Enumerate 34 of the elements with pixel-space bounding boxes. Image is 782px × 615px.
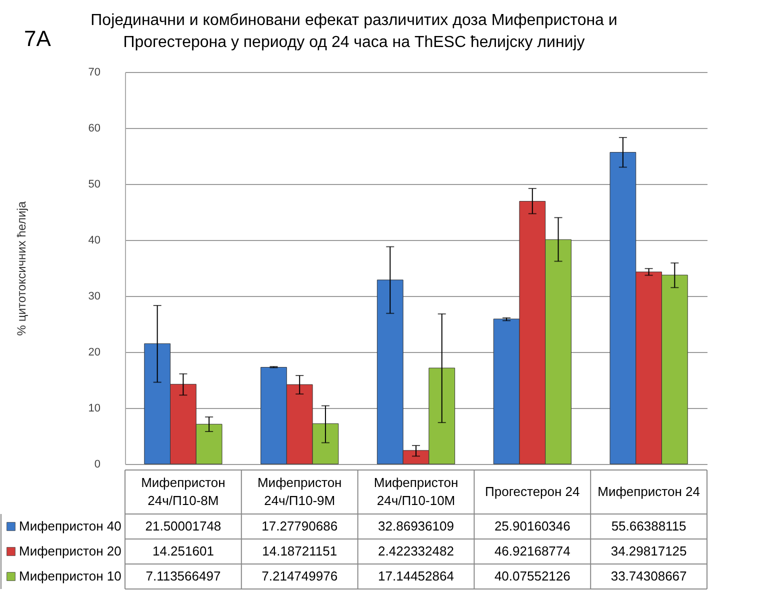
- y-tick-label: 10: [88, 402, 100, 414]
- y-tick-label: 50: [88, 178, 100, 190]
- data-label: 7.214749976: [262, 568, 338, 584]
- legend-label: Мифепристон 10: [19, 568, 122, 584]
- text: 7A: [24, 26, 51, 52]
- chart-title: Појединачни и комбиновани ефекат различитих доза Мифепристона и Прогестерона у периоду од 24 часа на ThESC ћелијску линију: [90, 12, 618, 51]
- y-tick-label: 30: [88, 290, 100, 302]
- y-tick-label: 40: [88, 234, 100, 246]
- x-tick-label: Мифепристон 24: [598, 484, 700, 499]
- data-label: 34.29817125: [610, 544, 687, 558]
- data-label: 25.90160346: [494, 518, 570, 534]
- x-tick-label: Мифепристон 24ч/П10-9М: [257, 475, 342, 508]
- y-tick-label: 0: [94, 458, 100, 470]
- x-tick-label: Прогестерон 24: [485, 484, 580, 499]
- y-tick-label: 70: [88, 66, 100, 78]
- data-label: 32.86936109: [378, 518, 454, 534]
- data-label: 7.113566497: [146, 568, 221, 584]
- data-label: 40.07552126: [494, 568, 570, 584]
- x-tick-label: Мифепристон 24ч/П10-8М: [141, 475, 226, 508]
- data-label: 17.14452864: [378, 568, 454, 584]
- data-label: 46.92168774: [494, 544, 570, 558]
- y-tick-label: 60: [88, 122, 100, 134]
- y-axis-title: % цитотоксичних ћелија: [14, 200, 28, 336]
- data-label: 14.251601: [152, 544, 214, 558]
- data-label: 17.27790686: [262, 518, 338, 534]
- data-label: 14.18721151: [262, 544, 338, 558]
- x-tick-label: Мифепристон 24ч/П10-10М: [374, 475, 458, 508]
- data-label: 21.50001748: [145, 518, 222, 534]
- y-tick-label: 20: [88, 346, 100, 358]
- data-label: 33.74308667: [610, 568, 687, 584]
- data-label: 2.422332482: [378, 544, 454, 558]
- data-label: 55.66388115: [611, 518, 686, 534]
- legend-label: Мифепристон 40: [19, 518, 122, 534]
- legend-label: Мифепристон 20: [19, 544, 122, 558]
